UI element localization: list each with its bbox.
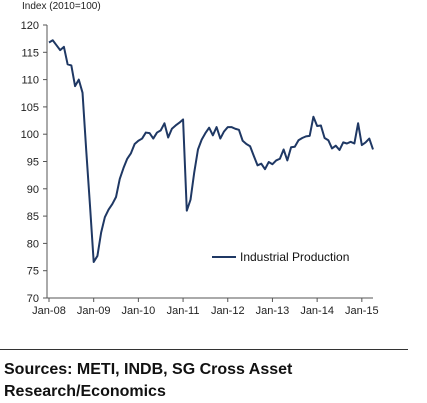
y-tick-label: 75 bbox=[27, 266, 39, 278]
y-tick-label: 85 bbox=[27, 211, 39, 223]
x-tick-label: Jan-10 bbox=[122, 305, 156, 317]
y-tick-label: 120 bbox=[21, 20, 39, 32]
x-tick-label: Jan-14 bbox=[300, 305, 334, 317]
y-tick-label: 105 bbox=[21, 102, 39, 114]
x-axis: Jan-08 Jan-09 Jan-10 Jan-11 Jan-12 Jan-13 Jan-… bbox=[32, 298, 379, 317]
x-tick-label: Jan-15 bbox=[345, 305, 379, 317]
x-tick-label: Jan-08 bbox=[32, 305, 66, 317]
legend-label: Industrial Production bbox=[240, 250, 349, 264]
y-tick-label: 80 bbox=[27, 238, 39, 250]
y-axis-title: Index (2010=100) bbox=[22, 1, 101, 12]
divider bbox=[0, 349, 408, 350]
sources-note: Sources: METI, INDB, SG Cross Asset Rese… bbox=[4, 361, 293, 400]
series-line-industrial-production bbox=[48, 39, 374, 263]
y-tick-label: 115 bbox=[21, 47, 39, 59]
x-tick-label: Jan-09 bbox=[77, 305, 111, 317]
x-tick-label: Jan-12 bbox=[211, 305, 245, 317]
y-tick-label: 100 bbox=[21, 129, 39, 141]
legend: Industrial Production bbox=[212, 250, 349, 264]
chart: Index (2010=100) 70 75 80 85 90 95 100 105 110 11… bbox=[21, 1, 379, 317]
series-layer bbox=[48, 39, 374, 263]
x-tick-label: Jan-13 bbox=[256, 305, 290, 317]
x-tick-label: Jan-11 bbox=[167, 305, 200, 317]
y-tick-label: 90 bbox=[27, 184, 39, 196]
y-tick-label: 95 bbox=[27, 157, 39, 169]
y-axis: 70 75 80 85 90 95 100 105 110 115 120 bbox=[21, 20, 47, 305]
y-tick-label: 70 bbox=[27, 293, 39, 305]
y-tick-label: 110 bbox=[21, 75, 39, 87]
